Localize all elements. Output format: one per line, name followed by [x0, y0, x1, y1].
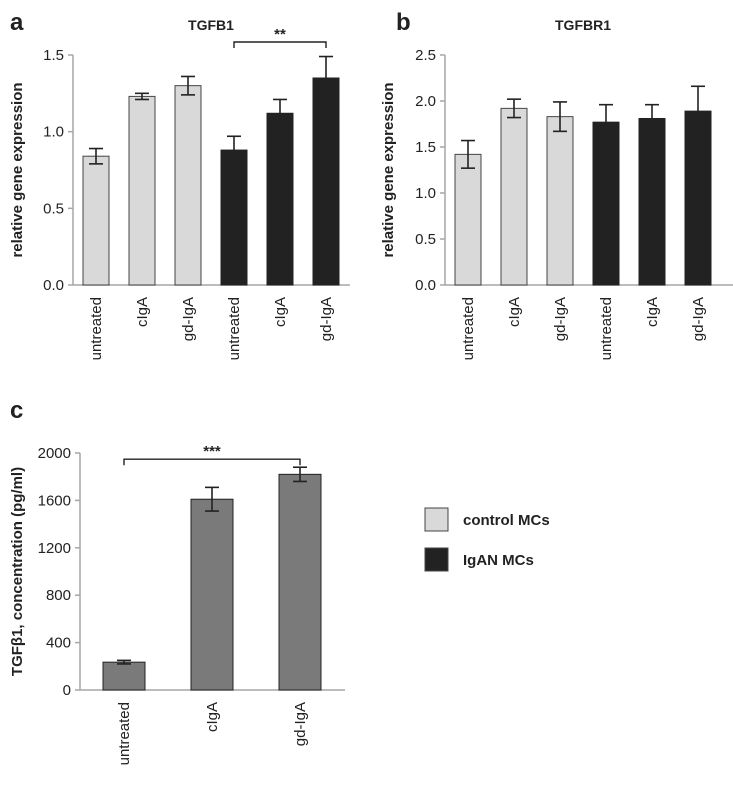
y-tick-label: 2.5	[415, 47, 436, 64]
panel-letter: b	[396, 9, 411, 36]
y-tick-label: 1200	[38, 540, 71, 557]
bar	[102, 661, 146, 691]
y-tick-label: 2.0	[415, 93, 436, 110]
y-tick-label: 400	[46, 635, 71, 652]
bar	[190, 498, 234, 691]
significance-bracket	[233, 41, 327, 48]
y-tick-label: 1600	[38, 492, 71, 509]
x-category-label: untreated	[598, 297, 615, 360]
x-category-label: gd-IgA	[552, 297, 569, 341]
x-category-label: untreated	[88, 297, 105, 360]
y-tick-label: 1.0	[415, 185, 436, 202]
x-category-label: untreated	[226, 297, 243, 360]
x-category-label: gd-IgA	[180, 297, 197, 341]
chart-title: TGFBR1	[555, 17, 611, 33]
bar	[266, 112, 294, 286]
x-category-label: cIgA	[644, 297, 661, 327]
bar	[82, 155, 110, 286]
panel-letter: c	[10, 397, 23, 424]
x-category-label: untreated	[460, 297, 477, 360]
legend-swatch	[424, 507, 449, 532]
legend: control MCs IgAN MCs	[424, 507, 550, 572]
y-tick-label: 2000	[38, 445, 71, 462]
y-tick-label: 0.0	[415, 277, 436, 294]
y-tick-label: 800	[46, 587, 71, 604]
x-category-label: untreated	[116, 702, 133, 765]
bar	[174, 85, 202, 286]
x-category-label: gd-IgA	[690, 297, 707, 341]
y-axis-label: TGFβ1, concentration (pg/ml)	[9, 467, 26, 676]
bar	[278, 473, 322, 691]
y-tick-label: 1.0	[43, 124, 64, 141]
bar	[592, 121, 620, 286]
y-tick-label: 0.0	[43, 277, 64, 294]
significance-label: **	[274, 26, 286, 43]
bar	[220, 149, 248, 286]
panel-c: c TGFβ1, concentration (pg/ml) 0 400 800 1200…	[9, 397, 345, 765]
significance-bracket	[123, 458, 301, 466]
bar	[638, 117, 666, 286]
bar	[454, 153, 482, 286]
x-category-label: gd-IgA	[292, 702, 309, 746]
significance-label: ***	[203, 443, 221, 460]
bar	[500, 107, 528, 286]
bar	[684, 110, 712, 286]
panel-letter: a	[10, 9, 24, 36]
bar	[312, 77, 340, 286]
y-tick-label: 0	[63, 682, 71, 699]
bar	[546, 116, 574, 286]
bar	[128, 95, 156, 286]
y-tick-label: 1.5	[43, 47, 64, 64]
y-tick-label: 1.5	[415, 139, 436, 156]
x-category-label: cIgA	[506, 297, 523, 327]
y-tick-label: 0.5	[43, 200, 64, 217]
legend-label: control MCs	[463, 512, 550, 529]
y-axis-label: relative gene expression	[380, 82, 397, 257]
x-category-label: cIgA	[272, 297, 289, 327]
legend-swatch	[424, 547, 449, 572]
panel-a: a TGFB1 relative gene expression 0.0 0.5 1.0 1…	[9, 9, 350, 360]
y-tick-label: 0.5	[415, 231, 436, 248]
y-axis-label: relative gene expression	[9, 82, 26, 257]
panel-b: b TGFBR1 relative gene expression 0.0 0.5 1.0…	[380, 9, 733, 360]
x-category-label: cIgA	[134, 297, 151, 327]
legend-label: IgAN MCs	[463, 552, 534, 569]
x-category-label: gd-IgA	[318, 297, 335, 341]
chart-title: TGFB1	[188, 17, 234, 33]
x-category-label: cIgA	[204, 702, 221, 732]
